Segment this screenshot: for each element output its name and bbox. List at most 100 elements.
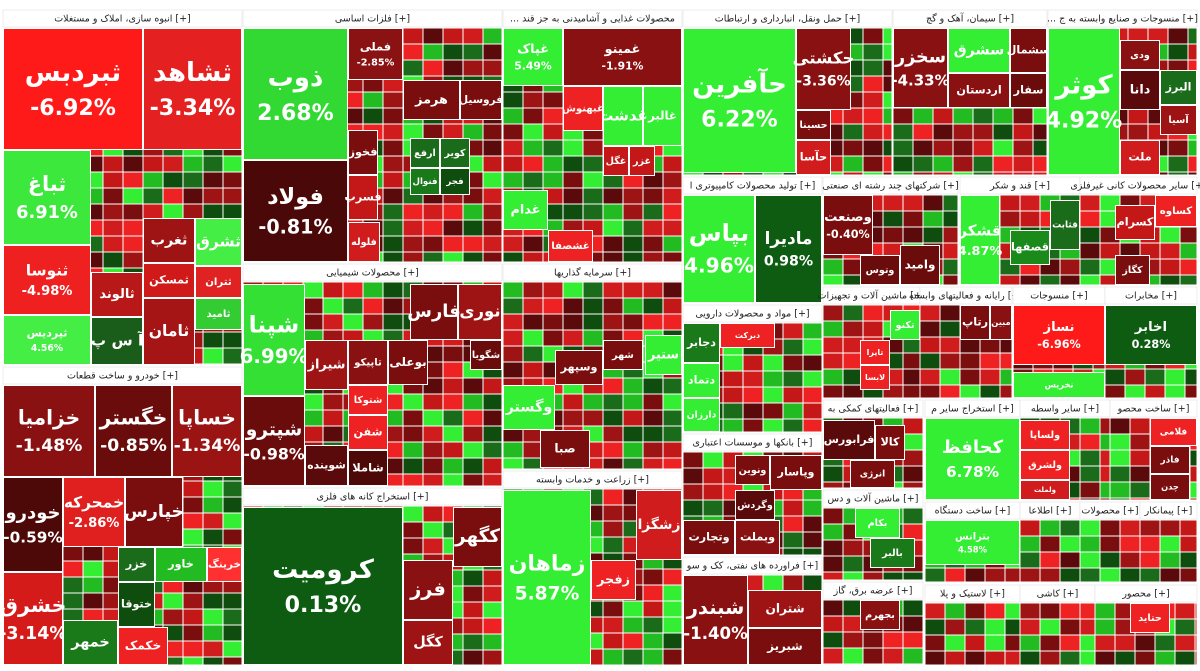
tile-label: بوعلی <box>389 355 426 370</box>
filler-cell <box>823 648 843 664</box>
tile <box>348 450 388 486</box>
filler-cell <box>960 369 980 385</box>
tile-label: خمحرکه <box>64 493 124 511</box>
filler-cell <box>443 378 463 394</box>
filler-cell <box>945 603 965 619</box>
filler-cell <box>223 481 242 497</box>
sector-header-bg <box>1047 9 1198 28</box>
filler-cell <box>503 172 523 188</box>
tile <box>91 317 143 365</box>
filler-cell <box>843 275 863 285</box>
tile <box>348 28 403 80</box>
filler-cell <box>123 172 143 188</box>
tile-label: تایرا <box>867 348 884 357</box>
filler-cell <box>823 385 843 398</box>
filler-cell <box>123 188 143 204</box>
tile <box>207 547 242 582</box>
filler-cell <box>663 601 682 617</box>
filler-cell <box>1000 353 1012 369</box>
filler-cell <box>303 282 323 298</box>
filler-cell <box>803 339 822 355</box>
filler-cell <box>1168 28 1188 44</box>
tile-change: 6.22% <box>701 107 778 133</box>
filler-cell <box>663 220 682 236</box>
filler-cell <box>1195 635 1197 651</box>
tile <box>118 547 155 582</box>
tile-label: شهر <box>611 350 634 361</box>
filler-cell <box>423 362 443 378</box>
filler-cell <box>723 371 743 387</box>
filler-cell <box>203 188 223 204</box>
tile <box>410 138 440 168</box>
tile-label: دبرکت <box>735 331 760 340</box>
filler-cell <box>985 619 1005 635</box>
filler-cell <box>940 321 960 337</box>
tile-label: حآفرین <box>692 67 787 99</box>
filler-cell <box>683 500 703 516</box>
filler-cell <box>893 108 913 124</box>
tile-label: ولملت <box>1034 486 1056 494</box>
tile <box>1160 70 1197 105</box>
filler-cell <box>223 188 242 204</box>
filler-cell <box>803 419 822 432</box>
filler-cell <box>965 619 985 635</box>
tile <box>683 195 755 303</box>
filler-cell <box>103 561 123 577</box>
tile-change: -6.96% <box>1037 338 1080 351</box>
tile-change: -1.91% <box>602 60 644 73</box>
tile <box>643 86 682 146</box>
filler-cell <box>483 586 502 602</box>
filler-cell <box>383 156 403 172</box>
tile <box>645 335 682 375</box>
filler-cell <box>863 172 883 175</box>
tile <box>3 385 95 477</box>
filler-cell <box>883 243 903 259</box>
filler-cell <box>883 76 892 92</box>
filler-cell <box>883 124 892 140</box>
tile <box>603 86 643 146</box>
filler-cell <box>643 298 663 314</box>
tile <box>925 520 1020 565</box>
tile-label: هرمز <box>414 93 448 108</box>
tile-label: ثغرب <box>151 233 188 249</box>
tile-label: کحافظ <box>942 437 1004 458</box>
filler-cell <box>483 172 502 188</box>
filler-cell <box>123 236 143 252</box>
filler-cell <box>965 568 985 582</box>
filler-cell <box>953 156 973 172</box>
sector: کاشی [+] <box>1019 584 1096 665</box>
filler-cell <box>643 220 663 236</box>
filler-cell <box>103 220 123 236</box>
tile <box>195 298 242 330</box>
tile-label: کگل <box>413 633 443 651</box>
filler-cell <box>783 339 803 355</box>
tile-label: فسرب <box>344 191 381 204</box>
filler-cell <box>903 508 923 524</box>
filler-cell <box>1165 369 1185 385</box>
filler-cell <box>443 346 463 362</box>
filler-cell <box>483 458 502 474</box>
filler-cell <box>823 600 843 616</box>
filler-cell <box>863 305 883 321</box>
filler-cell <box>203 348 223 364</box>
filler-cell <box>763 403 783 419</box>
filler-cell <box>423 124 443 140</box>
tile-label: تکنو <box>894 320 914 331</box>
filler-cell <box>1155 651 1175 665</box>
filler-cell <box>623 458 643 469</box>
tile-label: خکمک <box>125 639 162 653</box>
sector-title: فراورده های نفتی، کک و سو [+] <box>686 561 818 572</box>
tile <box>155 547 207 582</box>
filler-cell <box>1160 243 1180 259</box>
tile <box>770 455 822 490</box>
tile-label: وبملت <box>740 531 775 544</box>
filler-cell <box>883 140 892 156</box>
filler-cell <box>1175 619 1195 635</box>
filler-cell <box>1160 227 1180 243</box>
filler-cell <box>1060 520 1080 536</box>
tile-label: ثباغ <box>28 172 67 196</box>
tile <box>683 520 735 555</box>
filler-cell <box>953 172 973 175</box>
filler-cell <box>523 108 543 124</box>
